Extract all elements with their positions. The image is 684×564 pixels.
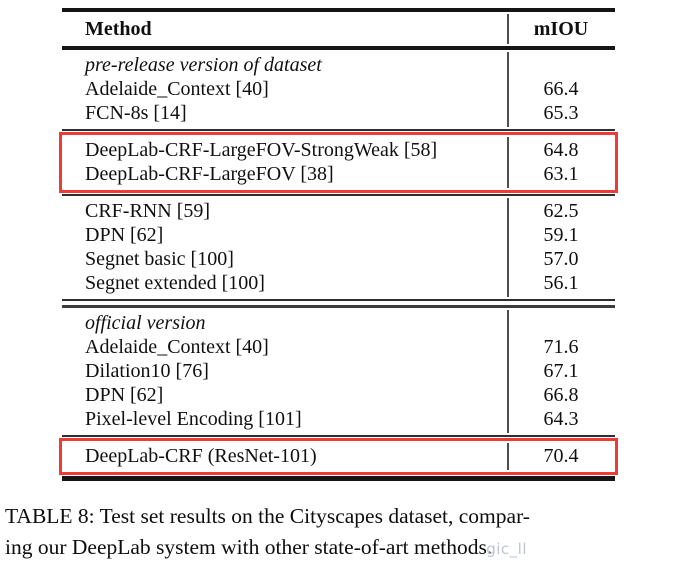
highlight-box: DeepLab-CRF-LargeFOV-StrongWeak [58] 64.8… [59,132,618,193]
miou-cell: 66.4 [543,78,579,100]
table-row: DeepLab-CRF (ResNet-101) 70.4 [62,444,615,468]
table-row: Segnet basic [100] 57.0 [62,247,615,271]
miou-cell: 64.3 [543,408,579,430]
group-separator-rule [62,299,615,308]
group-separator-rule [62,435,615,437]
column-divider [507,443,509,470]
table-row: DeepLab-CRF-LargeFOV [38] 63.1 [62,162,615,186]
empty-cell [507,53,615,77]
miou-cell: 66.8 [543,384,579,406]
miou-cell: 70.4 [543,445,579,467]
group-separator-rule [62,194,615,196]
highlight-box: DeepLab-CRF (ResNet-101) 70.4 [59,438,618,475]
method-cell: Dilation10 [76] [85,360,209,382]
table-top-rule [62,8,615,12]
table-row: DeepLab-CRF-LargeFOV-StrongWeak [58] 64.8 [62,138,615,162]
section-label-row: pre-release version of dataset [62,53,615,77]
method-cell: Segnet extended [100] [85,272,265,294]
miou-cell: 62.5 [543,200,579,222]
column-divider [507,198,509,297]
miou-cell: 59.1 [543,224,579,246]
table-group: official version Adelaide_Context [40] 71.… [62,308,615,435]
table-row: Dilation10 [76] 67.1 [62,359,615,383]
table-row: Adelaide_Context [40] 66.4 [62,77,615,101]
method-cell: DeepLab-CRF-LargeFOV-StrongWeak [58] [85,139,438,161]
table-row: CRF-RNN [59] 62.5 [62,199,615,223]
results-table: Method mIOU pre-release version of datas… [59,8,618,481]
miou-cell: 71.6 [543,336,579,358]
caption-line-2: ing our DeepLab system with other state-… [5,532,681,564]
table-row: Segnet extended [100] 56.1 [62,271,615,295]
table-row: Adelaide_Context [40] 71.6 [62,335,615,359]
method-cell: DPN [62] [85,224,164,246]
table-group: DeepLab-CRF (ResNet-101) 70.4 [62,441,615,472]
miou-cell: 63.1 [543,163,579,185]
caption-line-1: TABLE 8: Test set results on the Citysca… [5,504,530,528]
method-cell: Pixel-level Encoding [101] [85,408,302,430]
table-group: pre-release version of dataset Adelaide_C… [62,50,615,129]
miou-cell: 65.3 [543,102,579,124]
method-cell: FCN-8s [14] [85,102,187,124]
miou-cell: 67.1 [543,360,579,382]
miou-cell: 57.0 [543,248,579,270]
table-group: CRF-RNN [59] 62.5 DPN [62] 59.1 Segnet basic… [62,196,615,299]
table-row: DPN [62] 59.1 [62,223,615,247]
miou-cell: 64.8 [543,139,579,161]
method-cell: Adelaide_Context [40] [85,78,269,100]
column-divider [507,310,509,433]
column-divider [507,137,509,188]
watermark: gic_ll [486,539,527,558]
group-separator-rule [62,129,615,131]
header-bottom-rule [62,46,615,50]
empty-cell [507,311,615,335]
table-caption: TABLE 8: Test set results on the Citysca… [5,501,681,564]
column-divider [507,14,509,44]
table-row: FCN-8s [14] 65.3 [62,101,615,125]
method-cell: Adelaide_Context [40] [85,336,269,358]
table-row: DPN [62] 66.8 [62,383,615,407]
caption-line-2-text: ing our DeepLab system with other state-… [5,534,493,559]
table-header-row: Method mIOU [62,12,615,46]
method-cell: DPN [62] [85,384,164,406]
method-cell: DeepLab-CRF-LargeFOV [38] [85,163,334,185]
table-row: Pixel-level Encoding [101] 64.3 [62,407,615,431]
table-bottom-rule [62,476,615,481]
table-body: pre-release version of dataset Adelaide_C… [59,50,618,475]
section-label-row: official version [62,311,615,335]
method-cell: CRF-RNN [59] [85,200,211,222]
method-cell: DeepLab-CRF (ResNet-101) [85,445,317,467]
column-divider [507,52,509,127]
column-header-method: Method [85,18,152,40]
section-label: pre-release version of dataset [85,54,322,76]
column-header-miou: mIOU [533,18,589,40]
method-cell: Segnet basic [100] [85,248,234,270]
section-label: official version [85,312,206,334]
table-group: DeepLab-CRF-LargeFOV-StrongWeak [58] 64.8… [62,135,615,190]
miou-cell: 56.1 [543,272,579,294]
